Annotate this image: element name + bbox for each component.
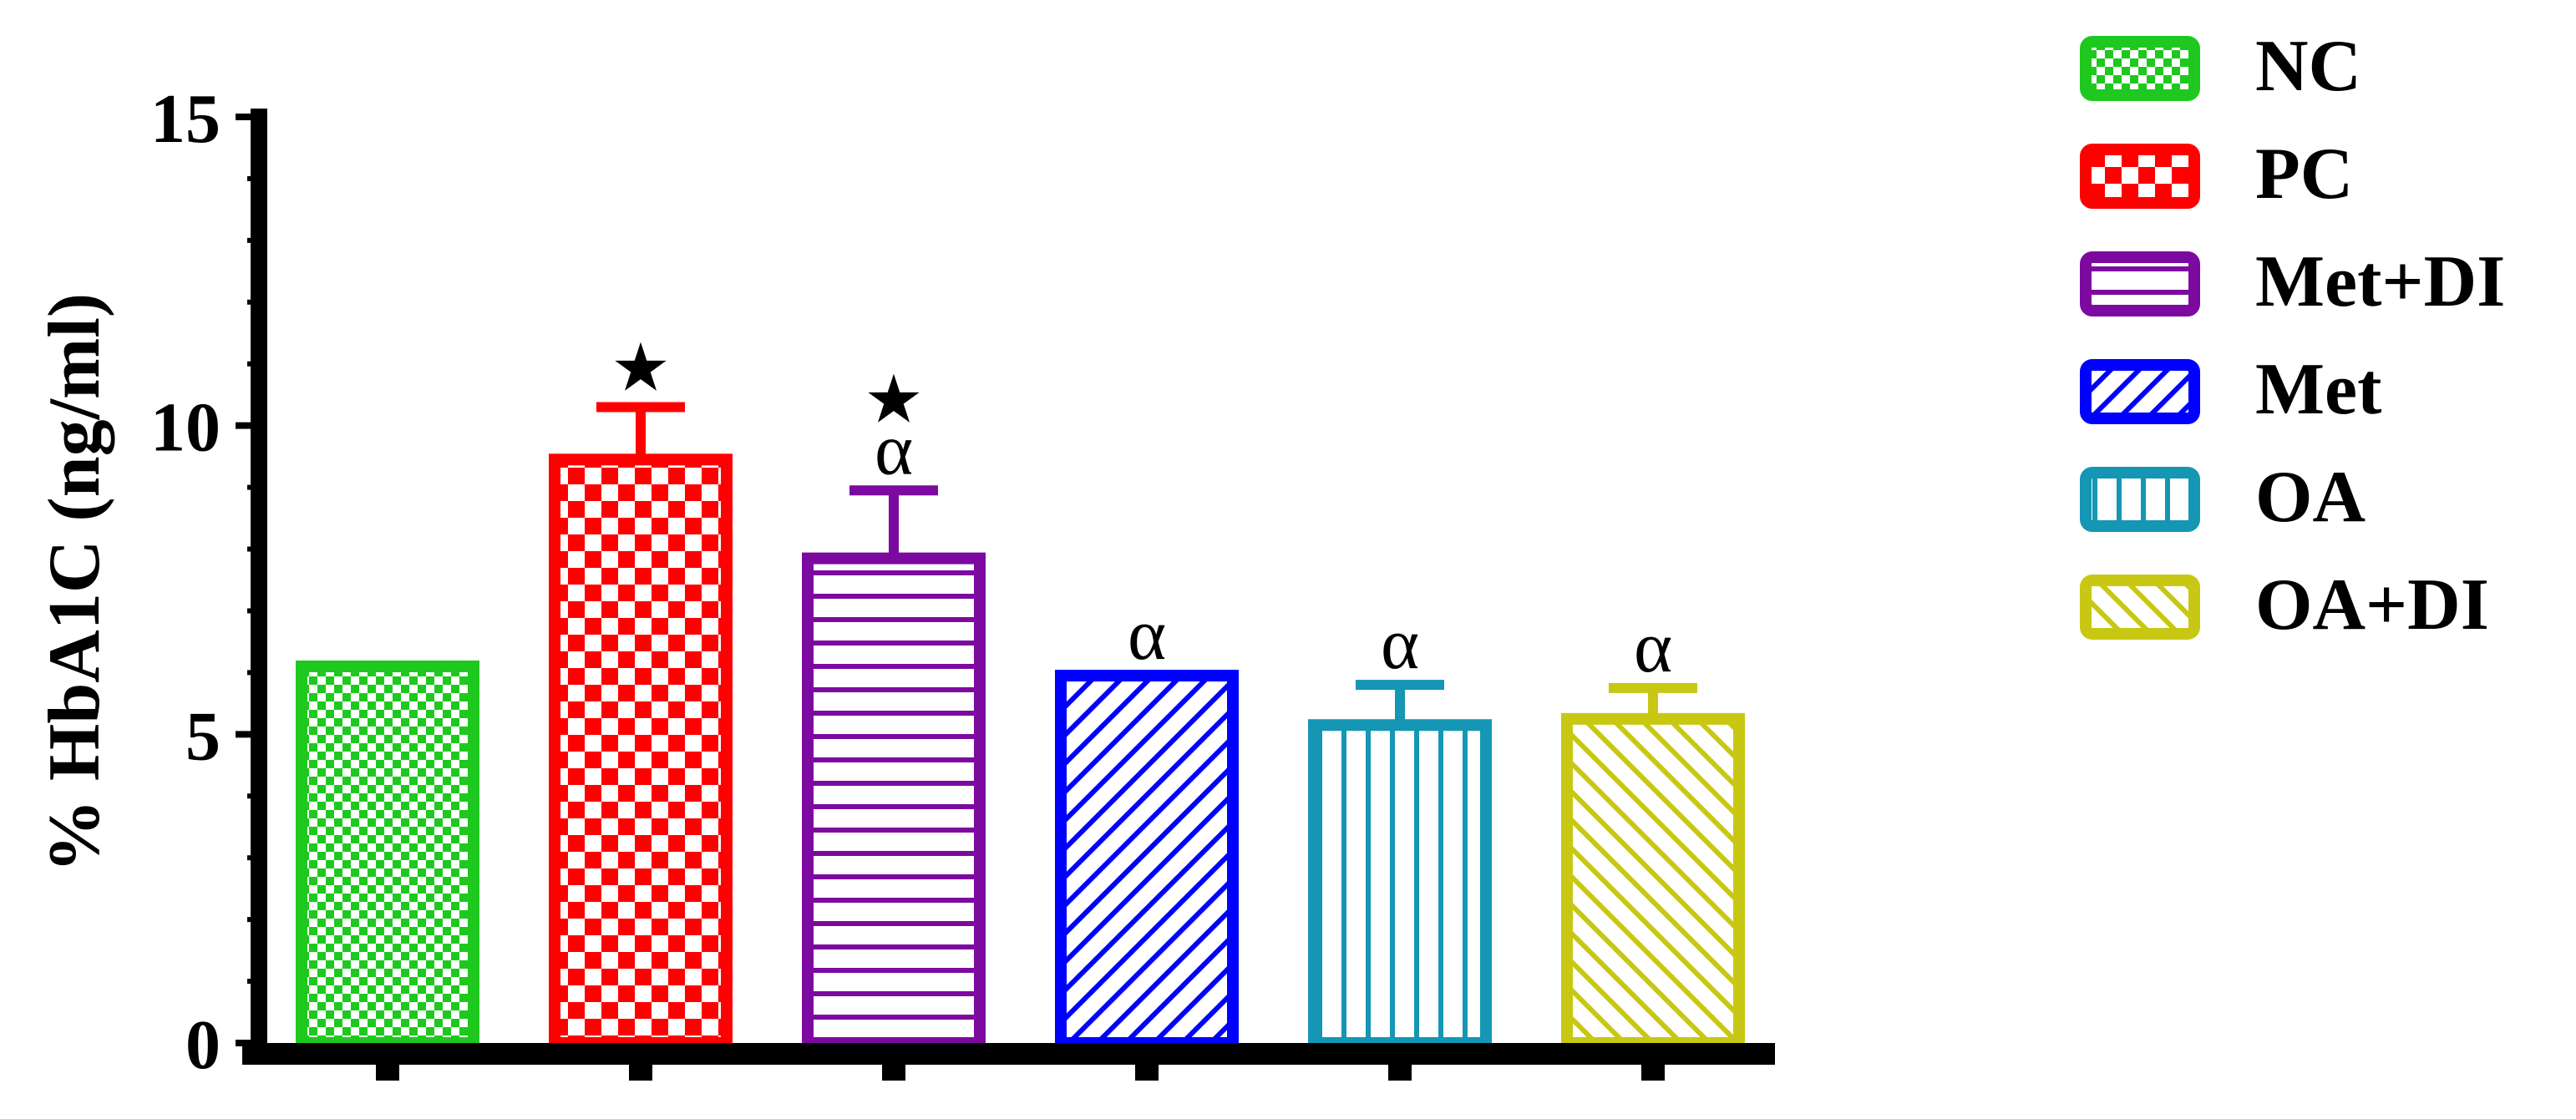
x-tick: [629, 1061, 652, 1081]
bar-group-met: α: [1055, 595, 1239, 1049]
y-tick-label: 15: [150, 80, 221, 158]
significance-star: ★: [611, 328, 671, 406]
bar-group-oa-plus-di: α: [1561, 607, 1745, 1049]
bar-group-oa: α: [1308, 604, 1492, 1049]
legend-label: OA: [2255, 457, 2366, 538]
y-tick-label: 5: [185, 697, 221, 775]
x-ticks: [376, 1061, 1665, 1081]
x-tick: [1388, 1061, 1412, 1081]
legend-swatch: [2080, 36, 2200, 101]
x-tick: [1135, 1061, 1159, 1081]
significance-alpha: α: [1381, 604, 1419, 685]
bar: [1561, 712, 1745, 1049]
legend-item-oa: OA: [2080, 457, 2366, 538]
legend: NC PC Met+DI Met OA OA+DI: [2080, 26, 2505, 646]
bar: [802, 552, 986, 1049]
legend-item-met-plus-di: Met+DI: [2080, 241, 2505, 322]
legend-item-pc: PC: [2080, 134, 2353, 215]
bar: [549, 453, 733, 1049]
significance-alpha: α: [1128, 595, 1166, 676]
bars-layer: ★ ★αα α α: [296, 328, 1745, 1049]
legend-item-oa-plus-di: OA+DI: [2080, 565, 2489, 646]
legend-swatch: [2080, 359, 2200, 424]
legend-swatch: [2080, 575, 2200, 640]
legend-swatch: [2080, 144, 2200, 209]
legend-label: Met+DI: [2255, 241, 2505, 322]
y-tick-label: 0: [185, 1006, 221, 1084]
bar-group-met-plus-di: ★α: [802, 360, 986, 1049]
legend-label: Met: [2255, 349, 2381, 430]
significance-alpha: α: [1634, 607, 1672, 688]
axes-layer: [242, 109, 1775, 1065]
bar: [1055, 670, 1239, 1049]
bar: [296, 661, 479, 1049]
bar: [1308, 719, 1492, 1049]
x-tick: [376, 1061, 399, 1081]
y-axis-label: % HbA1C (ng/ml): [34, 293, 115, 873]
x-tick: [1641, 1061, 1665, 1081]
legend-item-nc: NC: [2080, 26, 2361, 107]
legend-label: OA+DI: [2255, 565, 2489, 646]
legend-swatch: [2080, 467, 2200, 532]
bar-group-pc: ★: [549, 328, 733, 1049]
significance-alpha: α: [875, 409, 913, 490]
legend-label: PC: [2255, 134, 2353, 215]
y-tick-label: 10: [150, 389, 221, 467]
significance-star: ★: [864, 360, 924, 438]
y-ticks: 0 5 10 15: [150, 80, 259, 1084]
legend-item-met: Met: [2080, 349, 2381, 430]
bar-group-nc: [296, 661, 479, 1049]
legend-label: NC: [2255, 26, 2361, 107]
x-tick: [882, 1061, 905, 1081]
legend-swatch: [2080, 251, 2200, 316]
